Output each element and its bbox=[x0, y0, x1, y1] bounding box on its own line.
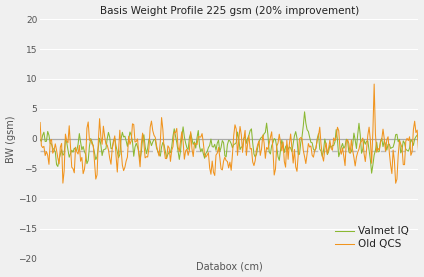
Valmet IQ bbox=[416, 133, 421, 137]
Old QCS bbox=[263, 157, 268, 160]
Valmet IQ bbox=[358, 133, 363, 137]
Valmet IQ bbox=[383, 143, 388, 146]
Title: Basis Weight Profile 225 gsm (20% improvement): Basis Weight Profile 225 gsm (20% improv… bbox=[100, 6, 359, 16]
Valmet IQ bbox=[262, 132, 267, 135]
Old QCS bbox=[39, 144, 44, 147]
Line: Old QCS: Old QCS bbox=[40, 84, 418, 183]
Old QCS bbox=[269, 130, 274, 134]
Valmet IQ bbox=[302, 110, 307, 114]
Old QCS bbox=[262, 141, 267, 144]
Old QCS bbox=[393, 181, 398, 185]
Valmet IQ bbox=[269, 144, 274, 147]
Line: Valmet IQ: Valmet IQ bbox=[40, 112, 418, 173]
Valmet IQ bbox=[369, 171, 374, 175]
Y-axis label: BW (gsm): BW (gsm) bbox=[6, 115, 16, 163]
Old QCS bbox=[416, 148, 421, 152]
X-axis label: Databox (cm): Databox (cm) bbox=[196, 261, 262, 271]
Old QCS bbox=[371, 83, 377, 86]
Legend: Valmet IQ, Old QCS: Valmet IQ, Old QCS bbox=[331, 222, 413, 253]
Old QCS bbox=[38, 121, 43, 124]
Old QCS bbox=[382, 137, 387, 140]
Valmet IQ bbox=[263, 131, 268, 134]
Valmet IQ bbox=[39, 140, 44, 143]
Old QCS bbox=[357, 148, 362, 151]
Valmet IQ bbox=[38, 138, 43, 142]
